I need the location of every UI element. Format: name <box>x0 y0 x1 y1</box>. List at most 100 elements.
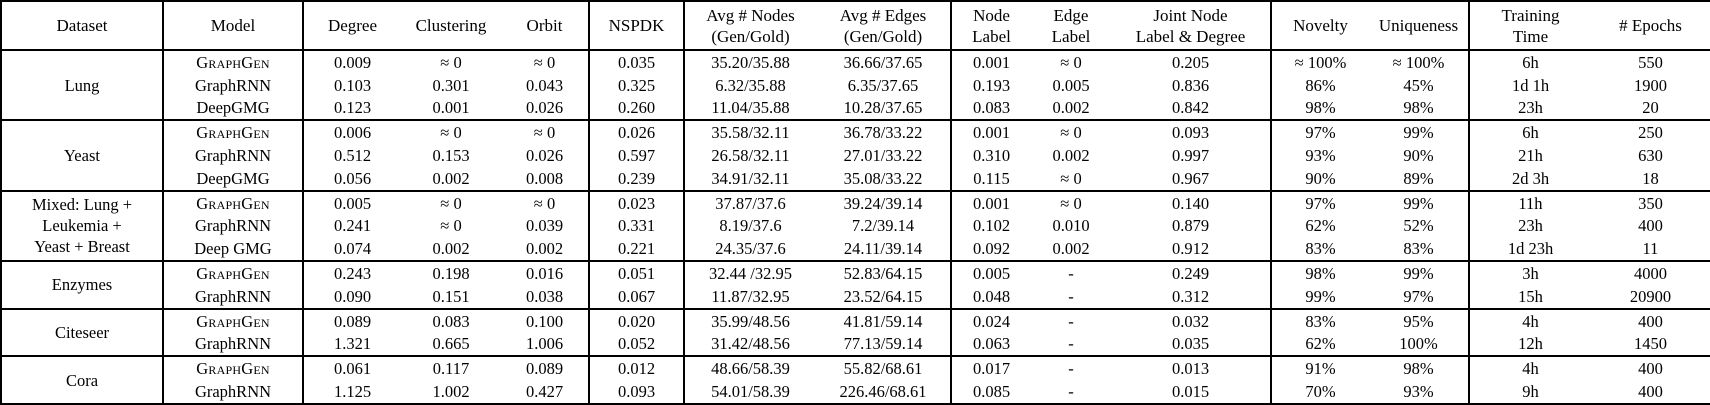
cell-joint: 0.205 <box>1111 49 1272 74</box>
cell-clustering: 0.665 <box>432 334 470 354</box>
cell-edge_label: 0.005 <box>1052 75 1090 95</box>
cell-epochs: 11 <box>1642 239 1659 259</box>
cell-nspdk: 0.221 <box>589 237 685 262</box>
cell-orbit: 0.427 <box>501 380 590 404</box>
cell-degree: 0.061 <box>303 355 401 381</box>
column-header-epochs: # Epochs <box>1591 1 1710 51</box>
column-header-edge_label: Edge Label <box>1031 1 1111 51</box>
cell-clustering: 0.151 <box>432 286 470 306</box>
column-header-uniqueness: Uniqueness <box>1369 1 1470 51</box>
model-cell: GraphRNN <box>163 214 304 238</box>
cell-clustering: 0.002 <box>432 168 470 188</box>
cell-uniqueness: 93% <box>1369 380 1470 404</box>
cell-clustering: ≈ 0 <box>401 189 501 215</box>
cell-joint: 0.249 <box>1111 260 1272 285</box>
cell-degree: 0.074 <box>333 239 372 259</box>
cell-epochs: 1450 <box>1634 334 1667 354</box>
table-row: GraphRNN 0.090 0.151 0.038 0.067 11.87/32.95 2… <box>1 284 1710 309</box>
table-header: Dataset Model Degree Clustering Orbit NSPDK Av… <box>1 1 1710 51</box>
cell-joint: 0.967 <box>1111 166 1272 191</box>
cell-uniqueness: 99% <box>1369 119 1470 145</box>
cell-avg_edges: 41.81/59.14 <box>816 307 952 333</box>
model-cell: GraphGen <box>163 260 304 285</box>
model-cell: GraphRNN <box>163 144 304 167</box>
column-header-model: Model <box>163 1 304 51</box>
cell-epochs: 1900 <box>1634 75 1667 95</box>
cell-epochs: 400 <box>1638 216 1663 236</box>
cell-avg_nodes: 24.35/37.6 <box>715 239 786 259</box>
cell-nspdk: 0.067 <box>589 284 685 309</box>
cell-orbit: ≈ 0 <box>501 119 590 145</box>
cell-edge_label: - <box>1068 382 1074 402</box>
cell-clustering: 0.117 <box>401 355 501 381</box>
column-header-node_label: Node Label <box>951 1 1031 51</box>
cell-avg_edges: 24.11/39.14 <box>816 237 952 262</box>
cell-avg_nodes: 37.87/37.6 <box>684 189 816 215</box>
cell-joint: 0.836 <box>1111 73 1272 97</box>
model-cell: GraphGen <box>163 189 304 215</box>
model-cell: GraphGen <box>163 49 304 74</box>
cell-edge_label: - <box>1068 286 1074 306</box>
cell-uniqueness: 95% <box>1369 307 1470 333</box>
cell-uniqueness: 90% <box>1369 144 1470 167</box>
column-header-training_time: Training Time <box>1469 1 1591 51</box>
cell-novelty: 83% <box>1271 307 1369 333</box>
cell-clustering: ≈ 0 <box>401 49 501 74</box>
cell-uniqueness: 100% <box>1369 332 1470 357</box>
cell-avg_edges: 55.82/68.61 <box>816 355 952 381</box>
cell-orbit: 1.006 <box>501 332 590 357</box>
cell-epochs: 400 <box>1638 382 1663 402</box>
cell-node_label: 0.115 <box>973 168 1010 188</box>
cell-edge_label: - <box>1031 307 1111 333</box>
model-cell: DeepGMG <box>163 96 304 121</box>
cell-orbit: 0.039 <box>501 214 590 238</box>
cell-training_time: 3h <box>1469 260 1591 285</box>
cell-orbit: 0.008 <box>501 166 590 191</box>
cell-training_time: 4h <box>1469 307 1591 333</box>
cell-edge_label: 0.002 <box>1052 98 1090 118</box>
cell-avg_nodes: 35.58/32.11 <box>684 119 816 145</box>
model-cell: Deep GMG <box>163 237 304 262</box>
column-header-clustering: Clustering <box>401 1 501 51</box>
cell-nspdk: 0.051 <box>589 260 685 285</box>
cell-degree: 0.241 <box>333 216 372 236</box>
dataset-cell: Lung <box>1 48 164 121</box>
model-cell: GraphGen <box>163 307 304 333</box>
cell-edge_label: - <box>1031 260 1111 285</box>
cell-novelty: ≈ 100% <box>1271 49 1369 74</box>
cell-joint: 0.140 <box>1111 189 1272 215</box>
table-row: GraphRNN 1.125 1.002 0.427 0.093 54.01/58.39 2… <box>1 380 1710 404</box>
cell-clustering: ≈ 0 <box>440 216 462 236</box>
cell-avg_nodes: 35.99/48.56 <box>684 307 816 333</box>
cell-nspdk: 0.260 <box>589 96 685 121</box>
cell-node_label: 0.001 <box>951 189 1031 215</box>
cell-joint: 0.015 <box>1111 380 1272 404</box>
cell-nspdk: 0.325 <box>589 73 685 97</box>
table-row: GraphRNN 0.241 ≈ 0 0.039 0.331 8.19/37.6 7.2/3… <box>1 214 1710 238</box>
cell-training_time: 6h <box>1469 119 1591 145</box>
cell-epochs: 4000 <box>1591 260 1710 285</box>
dataset-cell: Yeast <box>1 119 164 191</box>
cell-joint: 0.912 <box>1111 237 1272 262</box>
cell-nspdk: 0.093 <box>589 380 685 404</box>
dataset-cell: Mixed: Lung + Leukemia + Yeast + Breast <box>1 189 164 262</box>
model-cell: GraphRNN <box>163 73 304 97</box>
cell-epochs: 400 <box>1591 355 1710 381</box>
cell-degree: 0.243 <box>303 260 401 285</box>
cell-degree: 1.321 <box>333 334 372 354</box>
cell-novelty: 90% <box>1305 168 1336 188</box>
model-cell: GraphGen <box>163 355 304 381</box>
cell-avg_nodes: 11.87/32.95 <box>711 286 790 306</box>
cell-avg_nodes: 6.32/35.88 <box>715 75 786 95</box>
cell-clustering: 0.301 <box>432 75 470 95</box>
cell-clustering: 0.198 <box>401 260 501 285</box>
cell-joint: 0.842 <box>1111 96 1272 121</box>
cell-degree: 0.056 <box>333 168 372 188</box>
cell-avg_nodes: 35.20/35.88 <box>684 49 816 74</box>
table-row: DeepGMG 0.123 0.001 0.026 0.260 11.04/35.88 10… <box>1 96 1710 121</box>
column-header-dataset: Dataset <box>1 1 164 51</box>
cell-joint: 0.035 <box>1111 332 1272 357</box>
cell-edge_label: - <box>1068 334 1074 354</box>
cell-uniqueness: 98% <box>1369 96 1470 121</box>
